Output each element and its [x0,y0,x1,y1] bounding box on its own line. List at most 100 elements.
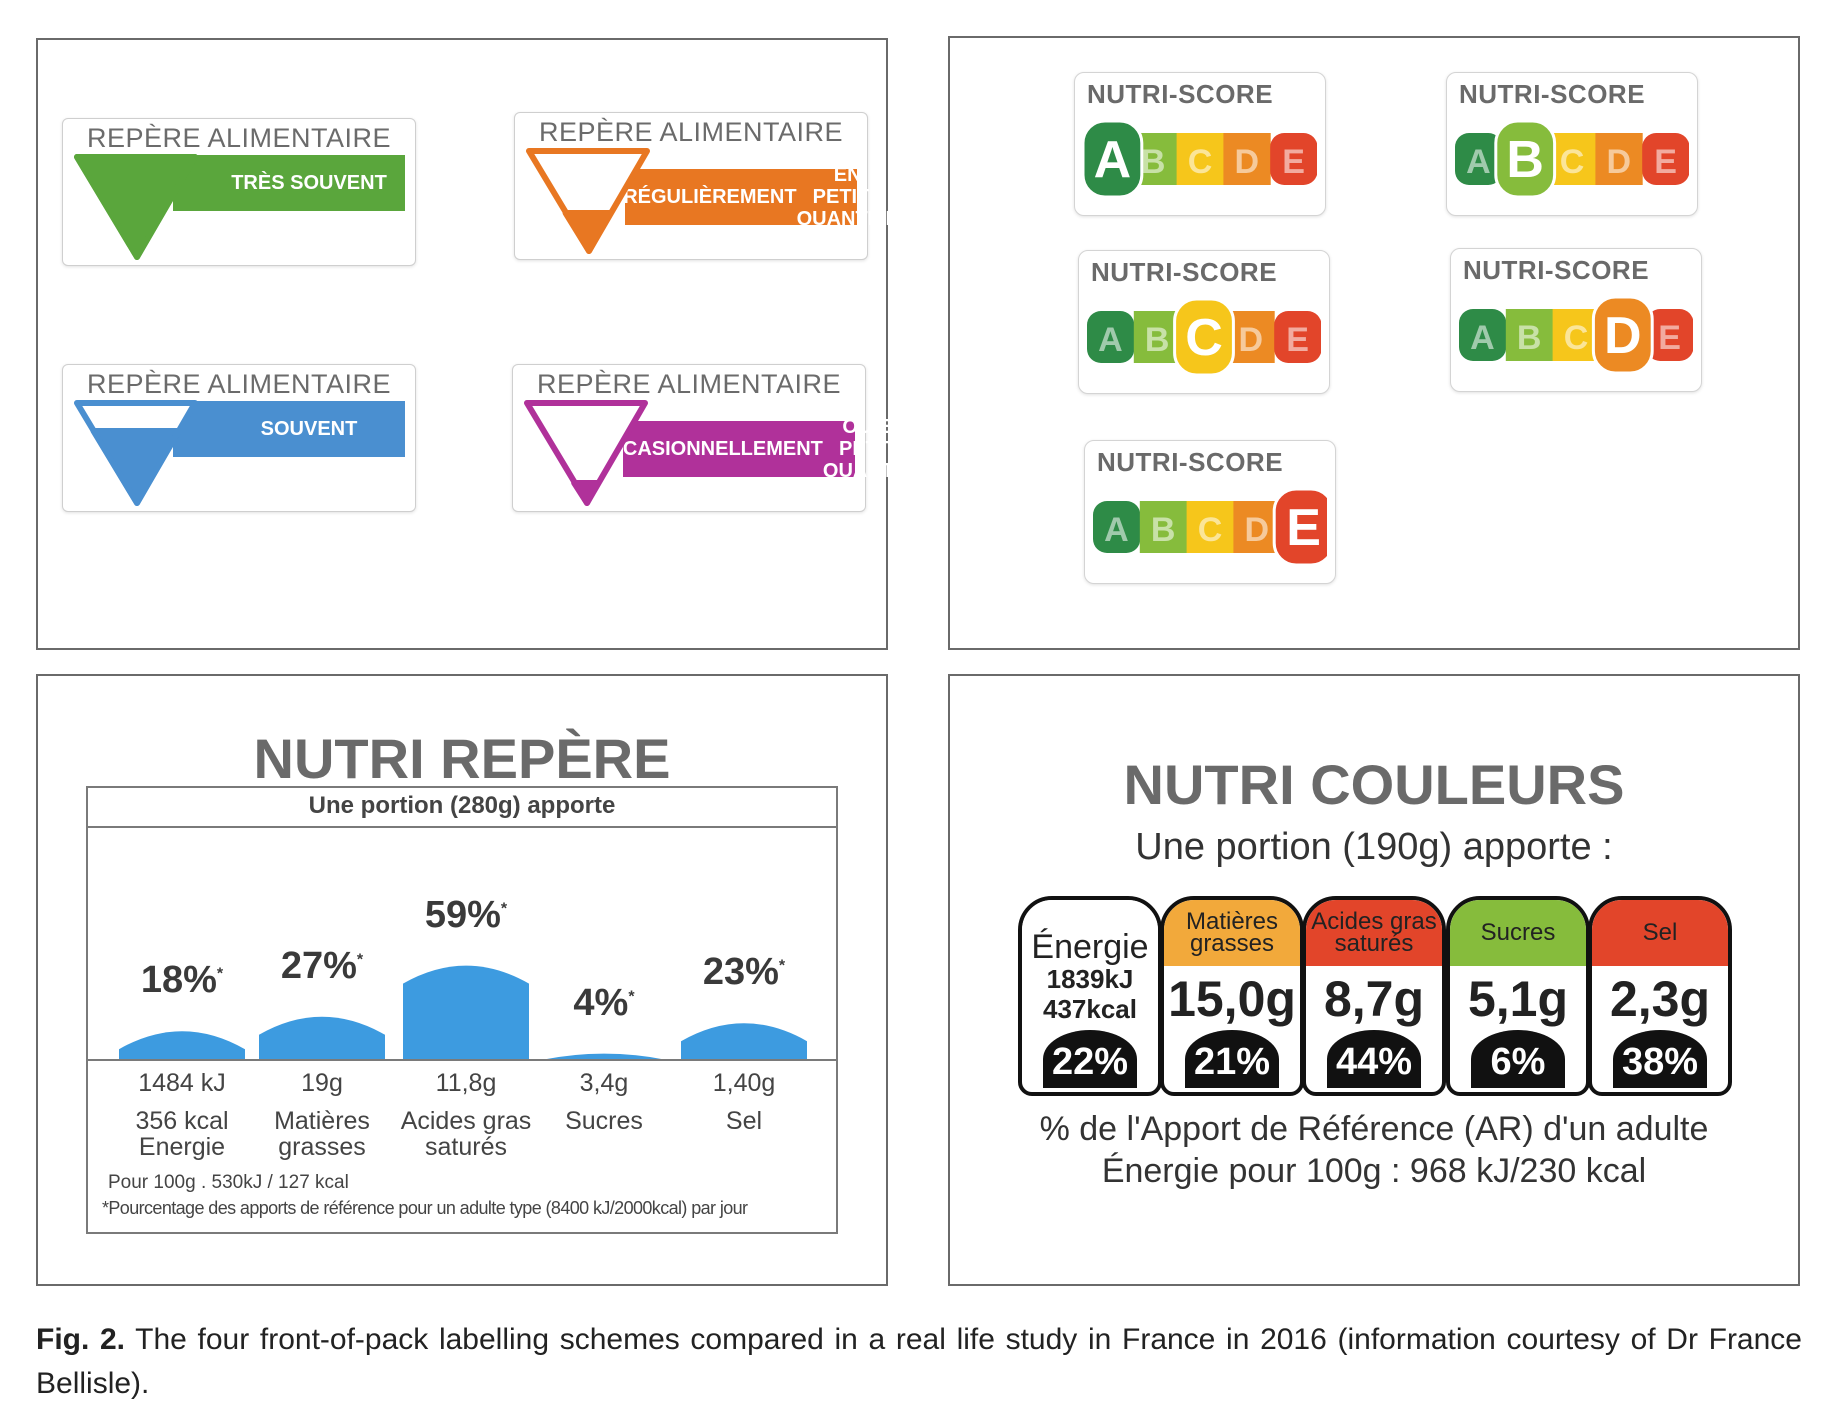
nutri-repere-value-line: 3,4g [579,1069,629,1097]
nutri-repere-value: 1,40g Sel [674,1070,814,1134]
nutri-score-segment-a [1093,501,1141,553]
figure-label: Fig. 2. [36,1323,126,1356]
nutri-repere-box: Une portion (280g) apporte [86,786,838,1234]
nutri-score-segment-b [1139,501,1188,553]
repere-label-band-line: OCCASIONNELLEMENT [592,438,823,460]
nutri-repere-value-line: Sel [725,1107,763,1135]
repere-label-band: OCCASIONNELLEMENT OU EN PETITE QUANTITÉ [593,416,925,482]
nutri-couleurs-cell-head: Sucres [1450,900,1586,966]
repere-triangle-icon [526,148,650,254]
nutri-score-segment-b [1505,309,1554,361]
nutri-score-segment-d [1223,133,1271,185]
nutri-score-letter-a: A [1466,143,1491,181]
nutri-score-highlight-letter: E [1286,499,1321,557]
nutri-score-segment-a [1087,311,1135,363]
nutri-repere-value-line: 11,8g [435,1069,497,1097]
nutri-couleurs-cell-5: Sel 2,3g 38% [1588,896,1732,1096]
nutri-repere-asterisk: * [500,899,508,917]
repere-label-title: REPÈRE ALIMENTAIRE [538,117,844,147]
nutri-score-highlight-c [1173,299,1235,375]
repere-label-1: REPÈRE ALIMENTAIRE TRÈS SOUVENT [62,118,416,266]
nutri-repere-value: 1484 kJ 356 kcal Energie [112,1070,252,1160]
nutri-score-title: NUTRI-SCORE [1459,79,1646,109]
nutri-score-segment-c [1176,133,1224,185]
nutri-couleurs-cell-head: Sel [1592,900,1728,966]
nutri-couleurs-percentage: 38% [1613,1030,1707,1088]
nutri-repere-value-line: Acides gras [400,1107,532,1135]
nutri-repere-value: 3,4g Sucres [534,1070,674,1134]
nutri-couleurs-footer-2: Énergie pour 100g : 968 kJ/230 kcal [1101,1152,1647,1190]
nutri-couleurs-percentage: 6% [1471,1030,1565,1088]
nutri-score-highlight-b [1494,121,1557,197]
repere-label-band-line: TRÈS SOUVENT [231,172,387,194]
repere-label-title: REPÈRE ALIMENTAIRE [86,123,392,153]
nutri-score-label-d: NUTRI-SCORE A B C E D [1450,248,1702,392]
figure-caption: Fig. 2. The four front-of-pack labelling… [36,1318,1802,1406]
nutri-score-segment-e [1274,311,1321,363]
nutri-repere-asterisk: * [356,951,364,969]
nutri-couleurs-cell-head: Énergie [1022,900,1158,964]
nutri-repere-value: 11,8g Acides gras saturés [396,1070,536,1160]
nutri-couleurs-percentage: 44% [1327,1030,1421,1088]
repere-label-band-line: EN PETITE QUANTITÉ [796,164,899,230]
repere-label-title: REPÈRE ALIMENTAIRE [536,369,842,399]
nutri-repere-portion: Une portion (280g) apporte [88,788,836,828]
nutri-repere-percentage: 23%* [674,951,814,994]
nutri-score-label-a: NUTRI-SCORE B C D E A [1074,72,1326,216]
nutri-couleurs-energy-amount: 1839kJ 437kcal [1022,964,1158,1024]
nutri-couleurs-footer-1: % de l'Apport de Référence (AR) d'un adu… [1039,1110,1709,1148]
repere-triangle-icon [74,400,198,506]
nutri-score-letter-a: A [1470,319,1495,357]
nutri-score-letter-b: B [1145,321,1170,359]
nutri-score-letter-e: E [1654,143,1677,181]
repere-label-band: SOUVENT [173,401,405,457]
nutri-score-highlight-e [1272,489,1327,565]
repere-label-band-line: RÉGULIÈREMENT [623,186,797,208]
nutri-repere-percentage: 18%* [112,959,252,1002]
nutri-score-segment-a [1459,309,1507,361]
nutri-score-letter-b: B [1141,143,1166,181]
nutri-couleurs-percentage: 22% [1043,1030,1137,1088]
nutri-couleurs-percentage: 21% [1185,1030,1279,1088]
repere-label-band: RÉGULIÈREMENT EN PETITE QUANTITÉ [623,164,899,230]
nutri-couleurs-amount: 8,7g [1323,971,1425,1027]
nutri-score-segment-d [1227,311,1275,363]
nutri-repere-footnote-1: Pour 100g . 530kJ / 127 kcal [108,1172,349,1193]
nutri-couleurs-amount: 2,3g [1609,971,1711,1027]
nutri-repere-percentage: 4%* [534,982,674,1025]
nutri-score-letter-c: C [1560,143,1585,181]
nutri-couleurs-cell-1: Énergie 1839kJ 437kcal 22% [1018,896,1162,1096]
nutri-score-highlight-letter: A [1094,131,1132,189]
nutri-score-segment-d [1595,133,1643,185]
nutri-couleurs-cell-3: Acides gras saturés 8,7g 44% [1302,896,1446,1096]
nutri-couleurs-cell-2: Matières grasses 15,0g 21% [1160,896,1304,1096]
nutri-score-segment-e [1642,133,1689,185]
nutri-repere-footnote-2: *Pourcentage des apports de référence po… [102,1198,748,1218]
nutri-score-letter-e: E [1658,319,1681,357]
nutri-repere-title: NUTRI REPÈRE [253,727,671,790]
nutri-score-letter-a: A [1098,321,1123,359]
nutri-score-letter-c: C [1564,319,1589,357]
nutri-score-letter-d: D [1235,143,1260,181]
nutri-repere-bar [403,965,529,1060]
nutri-score-letter-e: E [1286,321,1309,359]
repere-label-band: TRÈS SOUVENT [173,155,405,211]
nutri-score-segment-c [1548,133,1596,185]
nutri-repere-bars [88,965,836,1061]
nutri-score-segment-e [1270,133,1317,185]
nutri-score-letter-c: C [1188,143,1213,181]
nutri-repere-percentage: 59%* [396,894,536,937]
repere-label-4: REPÈRE ALIMENTAIRE OCCASIONNELLEMENT OU EN… [512,364,925,512]
nutri-repere-value-line: grasses [278,1133,366,1161]
nutri-score-highlight-letter: C [1185,309,1223,367]
nutri-repere-asterisk: * [216,965,224,983]
repere-triangle-icon [74,154,198,260]
nutri-score-label-c: NUTRI-SCORE A B D E C [1078,250,1330,394]
nutri-repere-asterisk: * [778,957,786,975]
repere-label-band-line: SOUVENT [260,418,358,440]
nutri-repere-bar [119,1031,245,1060]
nutri-repere-bar [681,1023,807,1060]
nutri-repere-percentage: 27%* [252,945,392,988]
nutri-score-title: NUTRI-SCORE [1091,257,1278,287]
